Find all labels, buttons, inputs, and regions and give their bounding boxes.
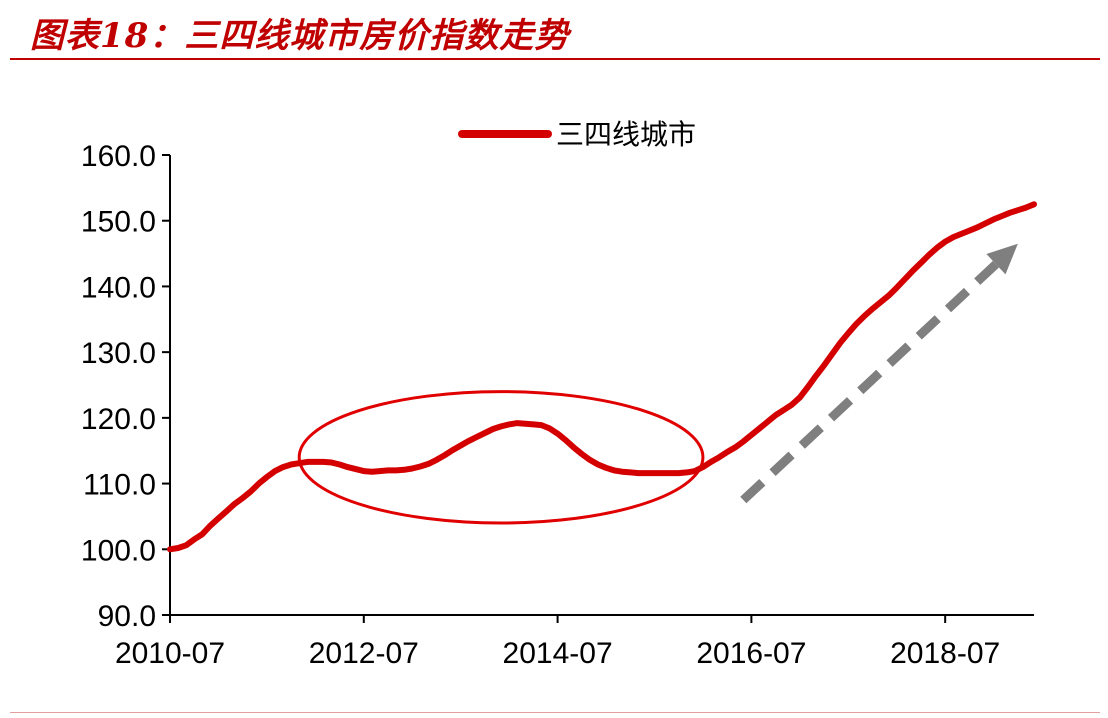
y-tick-label: 150.0 xyxy=(81,206,156,239)
legend-label: 三四线城市 xyxy=(556,118,696,151)
x-tick-label: 2016-07 xyxy=(696,637,806,670)
y-tick-label: 140.0 xyxy=(81,271,156,304)
chart-annotations xyxy=(297,243,1018,525)
page-title: 图表18：三四线城市房价指数走势 xyxy=(30,16,570,56)
chart-legend: 三四线城市 xyxy=(458,118,696,151)
y-tick-label: 130.0 xyxy=(81,337,156,370)
chart-axes xyxy=(162,154,1034,623)
title-divider xyxy=(10,58,1100,60)
y-tick-label: 90.0 xyxy=(98,600,156,633)
y-tick-label: 120.0 xyxy=(81,403,156,436)
x-axis-tick-labels: 2010-07 2012-07 2014-07 2016-07 2018-07 xyxy=(115,637,1000,670)
bottom-divider xyxy=(10,712,1100,713)
y-axis-tick-labels: 90.0 100.0 110.0 120.0 130.0 140.0 150.0 160.0 xyxy=(81,140,156,633)
y-tick-label: 110.0 xyxy=(83,469,156,502)
x-tick-label: 2010-07 xyxy=(115,637,225,670)
trend-arrow-shaft xyxy=(740,260,999,504)
highlight-ellipse xyxy=(297,390,705,525)
series-layer xyxy=(167,201,1037,553)
series-line-0 xyxy=(167,201,1037,553)
y-tick-label: 100.0 xyxy=(81,534,156,567)
trend-arrow-head xyxy=(986,243,1018,275)
x-tick-label: 2018-07 xyxy=(890,637,1000,670)
x-tick-label: 2012-07 xyxy=(309,637,419,670)
y-tick-label: 160.0 xyxy=(81,140,156,173)
x-tick-label: 2014-07 xyxy=(503,637,613,670)
